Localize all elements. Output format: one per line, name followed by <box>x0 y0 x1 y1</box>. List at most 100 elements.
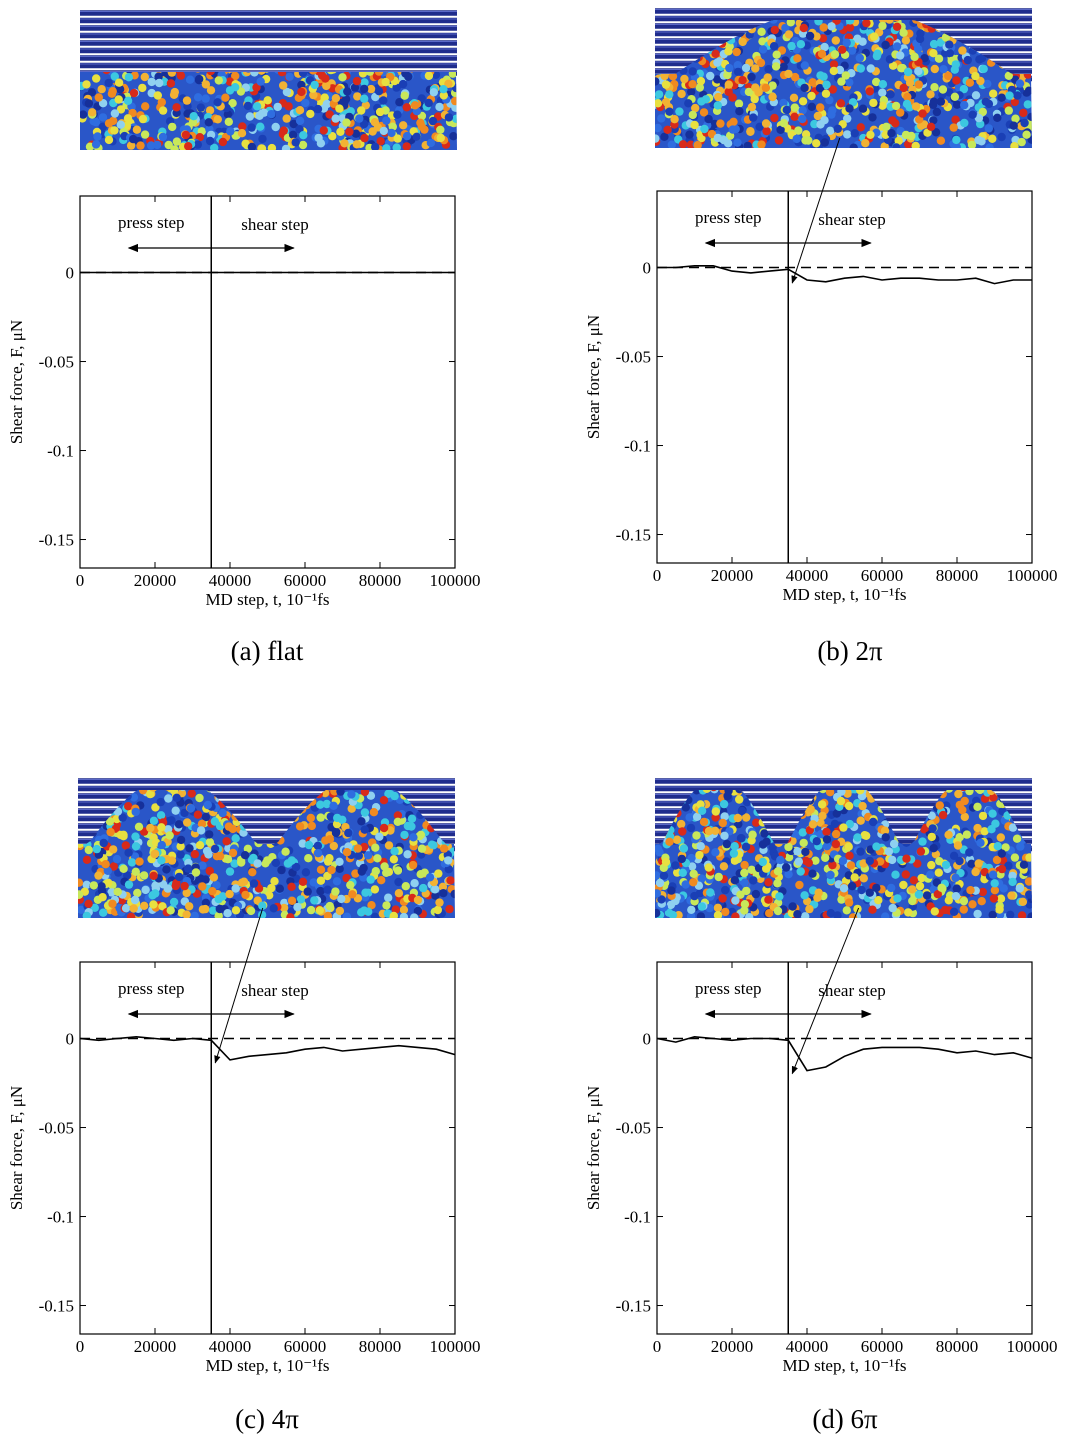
bead <box>729 125 737 133</box>
y-tick-label: -0.1 <box>47 442 74 461</box>
bead <box>394 134 402 142</box>
bead <box>801 848 809 856</box>
bead <box>1018 911 1026 919</box>
bead <box>966 79 974 87</box>
bead <box>885 847 893 855</box>
x-tick-label: 40000 <box>786 566 829 585</box>
bead <box>988 135 996 143</box>
bead <box>175 873 183 881</box>
bead <box>280 126 288 134</box>
bead <box>82 80 90 88</box>
bead <box>147 141 155 149</box>
bead <box>697 77 705 85</box>
bead <box>800 839 808 847</box>
bead <box>1010 142 1018 150</box>
bead <box>1025 877 1033 885</box>
bead <box>361 826 369 834</box>
bead <box>287 883 295 891</box>
bead <box>183 818 191 826</box>
x-tick-label: 0 <box>76 1337 85 1356</box>
bead <box>1027 113 1035 121</box>
bead <box>772 62 780 70</box>
bead <box>711 827 719 835</box>
x-tick-label: 100000 <box>1007 1337 1058 1356</box>
bead <box>867 64 875 72</box>
bead <box>260 109 268 117</box>
bead <box>731 842 739 850</box>
bead <box>827 22 835 30</box>
bead <box>286 913 294 921</box>
bead <box>843 39 851 47</box>
x-axis-label: MD step, t, 10⁻¹fs <box>205 590 329 609</box>
bead <box>299 69 307 77</box>
bead <box>834 125 842 133</box>
bead <box>656 879 664 887</box>
bead <box>149 900 157 908</box>
bead <box>1011 853 1019 861</box>
annotation: shear step <box>241 981 309 1000</box>
bead <box>1010 122 1018 130</box>
bead <box>866 857 874 865</box>
bead <box>204 801 212 809</box>
bead <box>272 123 280 131</box>
bead <box>700 125 708 133</box>
bead <box>223 909 231 917</box>
bead <box>990 894 998 902</box>
bead <box>205 830 213 838</box>
bead <box>248 143 256 151</box>
bead <box>111 109 119 117</box>
bead <box>248 868 256 876</box>
y-tick-label: -0.05 <box>39 1119 74 1138</box>
bead <box>390 912 398 920</box>
bead <box>390 847 398 855</box>
bead <box>714 134 722 142</box>
bead <box>907 132 915 140</box>
bead <box>771 26 779 34</box>
x-tick-label: 80000 <box>936 1337 979 1356</box>
annotation: shear step <box>241 215 309 234</box>
bead <box>327 866 335 874</box>
bead <box>140 871 148 879</box>
bead <box>445 905 453 913</box>
bead <box>872 842 880 850</box>
bead <box>129 135 137 143</box>
snapshot-image <box>651 10 1036 152</box>
bead <box>944 831 952 839</box>
bead <box>989 911 997 919</box>
y-axis-label: Shear force, F, μN <box>584 315 603 439</box>
bead <box>987 825 995 833</box>
bead <box>264 96 272 104</box>
bead <box>354 844 362 852</box>
bead <box>806 32 814 40</box>
bead <box>982 97 990 105</box>
bead <box>316 906 324 914</box>
bead <box>738 76 746 84</box>
bead <box>168 123 176 131</box>
bead <box>430 88 438 96</box>
bead <box>685 130 693 138</box>
bead <box>780 63 788 71</box>
bead <box>697 912 705 920</box>
bead <box>361 808 369 816</box>
bead <box>343 848 351 856</box>
bead <box>918 109 926 117</box>
bead <box>721 908 729 916</box>
bead <box>277 866 285 874</box>
bead <box>1019 109 1027 117</box>
bead <box>253 102 261 110</box>
bead <box>175 820 183 828</box>
bead <box>665 108 673 116</box>
bead <box>927 861 935 869</box>
bead <box>651 77 659 85</box>
bead <box>679 869 687 877</box>
bead <box>382 78 390 86</box>
bead <box>345 128 353 136</box>
bead <box>821 854 829 862</box>
y-tick-label: -0.1 <box>624 437 651 456</box>
bead <box>394 866 402 874</box>
caption: (c) 4π <box>235 1404 299 1434</box>
bead <box>979 888 987 896</box>
bead <box>427 139 435 147</box>
bead <box>705 863 713 871</box>
bead <box>130 89 138 97</box>
